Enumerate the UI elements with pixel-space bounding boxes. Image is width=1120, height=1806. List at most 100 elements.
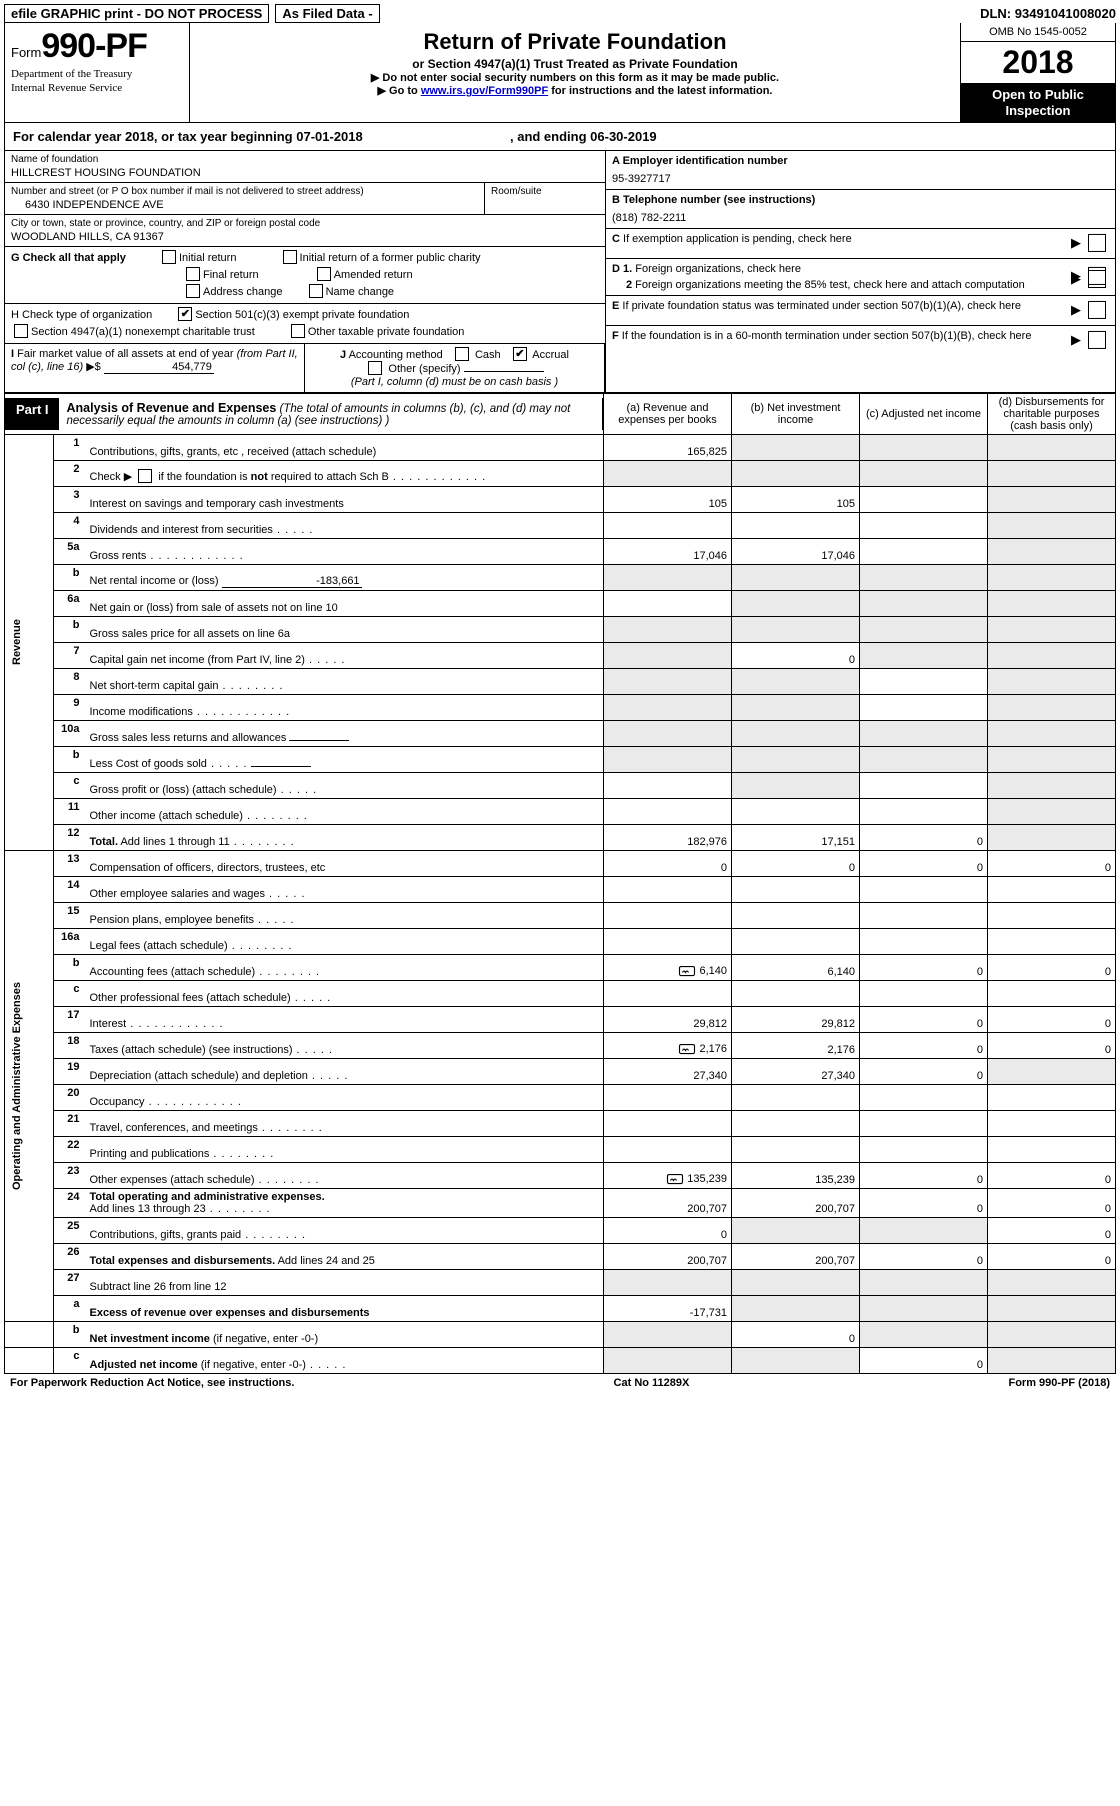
as-filed-label: As Filed Data - xyxy=(275,4,379,23)
fmv-value: 454,779 xyxy=(104,361,214,374)
phone-value: (818) 782-2211 xyxy=(612,212,1109,224)
row-4-desc: Dividends and interest from securities xyxy=(86,513,604,539)
j-note: (Part I, column (d) must be on cash basi… xyxy=(351,376,558,388)
chk-c[interactable] xyxy=(1088,234,1106,252)
row-9-desc: Income modifications xyxy=(86,695,604,721)
chk-initial-return[interactable] xyxy=(162,250,176,264)
row-16c-desc: Other professional fees (attach schedule… xyxy=(86,981,604,1007)
row-7-desc: Capital gain net income (from Part IV, l… xyxy=(86,643,604,669)
form-note-1: ▶ Do not enter social security numbers o… xyxy=(196,71,954,84)
attachment-icon[interactable] xyxy=(666,1172,684,1186)
chk-501c3[interactable]: ✔ xyxy=(178,307,192,321)
omb-number: OMB No 1545-0052 xyxy=(961,23,1115,42)
chk-e[interactable] xyxy=(1088,301,1106,319)
section-f-label: F If the foundation is in a 60-month ter… xyxy=(612,330,1081,342)
row-15-desc: Pension plans, employee benefits xyxy=(86,903,604,929)
footer-left: For Paperwork Reduction Act Notice, see … xyxy=(10,1377,294,1389)
row-18-desc: Taxes (attach schedule) (see instruction… xyxy=(86,1033,604,1059)
chk-f[interactable] xyxy=(1088,331,1106,349)
form-number: Form990-PF xyxy=(11,27,183,66)
chk-initial-former[interactable] xyxy=(283,250,297,264)
row-25-desc: Contributions, gifts, grants paid xyxy=(86,1218,604,1244)
row-17-desc: Interest xyxy=(86,1007,604,1033)
row-23-desc: Other expenses (attach schedule) xyxy=(86,1163,604,1189)
row-10c-desc: Gross profit or (loss) (attach schedule) xyxy=(86,773,604,799)
row-6a-desc: Net gain or (loss) from sale of assets n… xyxy=(86,591,604,617)
open-to-public: Open to Public Inspection xyxy=(961,83,1115,122)
city: WOODLAND HILLS, CA 91367 xyxy=(11,231,599,243)
section-c-label: C If exemption application is pending, c… xyxy=(612,233,852,245)
row-5a-desc: Gross rents xyxy=(86,539,604,565)
foundation-name: HILLCREST HOUSING FOUNDATION xyxy=(11,167,599,179)
row-5b-desc: Net rental income or (loss) -183,661 xyxy=(86,565,604,591)
section-a-label: A Employer identification number xyxy=(612,155,788,167)
chk-4947[interactable] xyxy=(14,324,28,338)
calendar-year-line: For calendar year 2018, or tax year begi… xyxy=(4,123,1116,151)
row-1-a: 165,825 xyxy=(604,435,732,461)
row-26-desc: Total expenses and disbursements. Add li… xyxy=(86,1244,604,1270)
col-b-header: (b) Net investment income xyxy=(732,394,860,435)
part1-desc: Analysis of Revenue and Expenses (The to… xyxy=(59,398,602,430)
chk-sch-b[interactable] xyxy=(138,469,152,483)
row-6b-desc: Gross sales price for all assets on line… xyxy=(86,617,604,643)
row-16b-desc: Accounting fees (attach schedule) xyxy=(86,955,604,981)
form-note-2: ▶ Go to www.irs.gov/Form990PF for instru… xyxy=(196,84,954,97)
row-16a-desc: Legal fees (attach schedule) xyxy=(86,929,604,955)
row-13-desc: Compensation of officers, directors, tru… xyxy=(86,851,604,877)
section-d1-label: D 1. Foreign organizations, check here xyxy=(612,263,801,275)
section-i-label: I xyxy=(11,348,14,360)
footer-right: Form 990-PF (2018) xyxy=(1008,1377,1110,1389)
form-title: Return of Private Foundation xyxy=(196,29,954,55)
row-24-desc: Total operating and administrative expen… xyxy=(86,1189,604,1218)
section-i-j: I Fair market value of all assets at end… xyxy=(5,344,605,392)
chk-d2[interactable] xyxy=(1088,270,1106,288)
row-27b-desc: Net investment income (if negative, ente… xyxy=(86,1322,604,1348)
revenue-section-label: Revenue xyxy=(5,435,54,851)
address: 6430 INDEPENDENCE AVE xyxy=(11,199,478,211)
attachment-icon[interactable] xyxy=(678,1042,696,1056)
footer-mid: Cat No 11289X xyxy=(614,1377,690,1389)
dept-line-2: Internal Revenue Service xyxy=(11,82,183,94)
section-d2-label: 2 Foreign organizations meeting the 85% … xyxy=(612,279,1109,291)
chk-other-taxable[interactable] xyxy=(291,324,305,338)
attachment-icon[interactable] xyxy=(678,964,696,978)
section-b-label: B Telephone number (see instructions) xyxy=(612,194,815,206)
chk-address-change[interactable] xyxy=(186,284,200,298)
chk-final-return[interactable] xyxy=(186,267,200,281)
row-3-desc: Interest on savings and temporary cash i… xyxy=(86,487,604,513)
identity-block: Name of foundation HILLCREST HOUSING FOU… xyxy=(4,151,1116,393)
row-10a-desc: Gross sales less returns and allowances xyxy=(86,721,604,747)
chk-name-change[interactable] xyxy=(309,284,323,298)
row-10b-desc: Less Cost of goods sold xyxy=(86,747,604,773)
part1-table: Part I Analysis of Revenue and Expenses … xyxy=(4,393,1116,1374)
dept-line-1: Department of the Treasury xyxy=(11,68,183,80)
section-e-label: E If private foundation status was termi… xyxy=(612,300,1071,312)
col-a-header: (a) Revenue and expenses per books xyxy=(604,394,732,435)
row-27c-desc: Adjusted net income (if negative, enter … xyxy=(86,1348,604,1374)
chk-amended[interactable] xyxy=(317,267,331,281)
section-h: H Check type of organization ✔Section 50… xyxy=(5,304,605,344)
city-label: City or town, state or province, country… xyxy=(11,218,599,229)
row-19-desc: Depreciation (attach schedule) and deple… xyxy=(86,1059,604,1085)
row-1-desc: Contributions, gifts, grants, etc , rece… xyxy=(86,435,604,461)
row-12-desc: Total. Add lines 1 through 11 xyxy=(86,825,604,851)
page-footer: For Paperwork Reduction Act Notice, see … xyxy=(4,1374,1116,1392)
efile-notice: efile GRAPHIC print - DO NOT PROCESS xyxy=(4,4,269,23)
row-27-desc: Subtract line 26 from line 12 xyxy=(86,1270,604,1296)
row-22-desc: Printing and publications xyxy=(86,1137,604,1163)
dln: DLN: 93491041008020 xyxy=(980,6,1116,21)
chk-cash[interactable] xyxy=(455,347,469,361)
tax-year: 2018 xyxy=(961,42,1115,83)
chk-accrual[interactable]: ✔ xyxy=(513,347,527,361)
room-label: Room/suite xyxy=(491,186,599,197)
col-d-header: (d) Disbursements for charitable purpose… xyxy=(988,394,1116,435)
row-14-desc: Other employee salaries and wages xyxy=(86,877,604,903)
section-g: G Check all that apply Initial return In… xyxy=(5,247,605,304)
row-27a-desc: Excess of revenue over expenses and disb… xyxy=(86,1296,604,1322)
chk-other-method[interactable] xyxy=(368,361,382,375)
row-20-desc: Occupancy xyxy=(86,1085,604,1111)
irs-link[interactable]: www.irs.gov/Form990PF xyxy=(421,85,548,97)
row-2-desc: Check ▶ if the foundation is not require… xyxy=(86,461,604,487)
row-8-desc: Net short-term capital gain xyxy=(86,669,604,695)
ein-value: 95-3927717 xyxy=(612,173,1109,185)
